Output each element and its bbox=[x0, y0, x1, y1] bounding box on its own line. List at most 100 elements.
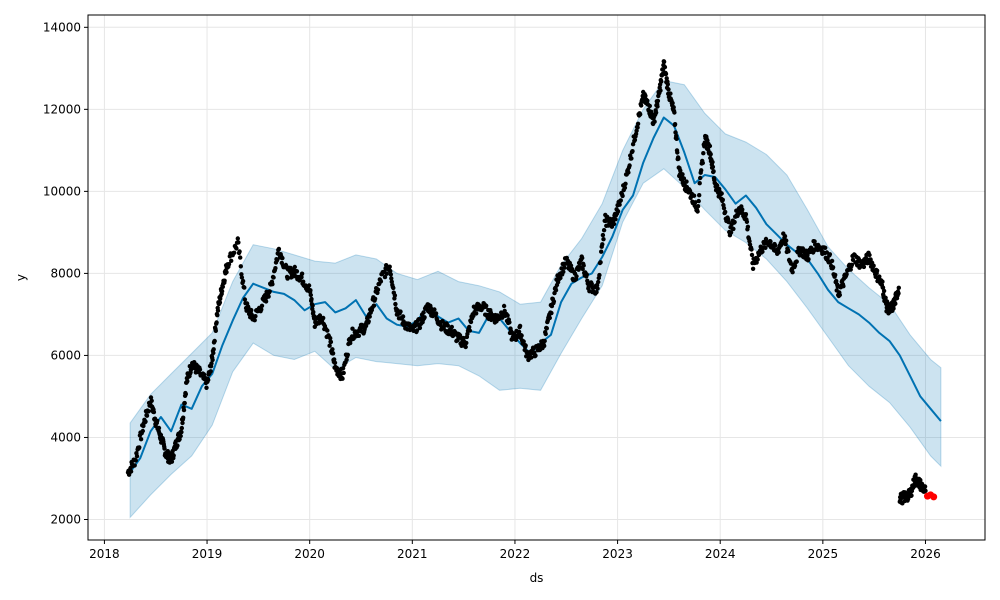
observed-point bbox=[697, 193, 702, 198]
observed-point bbox=[242, 297, 248, 302]
observed-point bbox=[156, 425, 162, 431]
observed-point bbox=[306, 283, 312, 288]
observed-point bbox=[344, 357, 349, 362]
observed-point bbox=[389, 276, 394, 281]
observed-point bbox=[372, 296, 378, 301]
observed-point bbox=[151, 409, 157, 415]
observed-point bbox=[708, 152, 713, 157]
observed-point bbox=[215, 313, 220, 318]
observed-point bbox=[181, 407, 187, 413]
observed-point bbox=[666, 87, 671, 92]
observed-point bbox=[384, 263, 389, 268]
observed-point bbox=[829, 258, 835, 264]
observed-point bbox=[645, 98, 650, 103]
observed-point bbox=[533, 353, 538, 358]
observed-point bbox=[132, 463, 137, 468]
observed-point bbox=[681, 176, 687, 181]
observed-point bbox=[763, 245, 768, 250]
observed-point bbox=[270, 282, 275, 287]
y-tick-label: 4000 bbox=[50, 430, 81, 444]
observed-point bbox=[128, 469, 134, 474]
observed-point bbox=[330, 347, 335, 352]
observed-point bbox=[468, 319, 474, 325]
observed-point bbox=[371, 303, 377, 308]
observed-point bbox=[162, 446, 167, 451]
observed-point bbox=[149, 398, 154, 403]
observed-point bbox=[327, 343, 332, 348]
observed-point bbox=[792, 263, 798, 268]
highlight-point bbox=[930, 493, 938, 501]
observed-point bbox=[617, 202, 622, 207]
observed-point bbox=[707, 143, 713, 149]
observed-point bbox=[823, 245, 828, 250]
observed-point bbox=[684, 179, 689, 184]
observed-point bbox=[259, 307, 264, 312]
observed-point bbox=[618, 198, 623, 203]
observed-point bbox=[655, 98, 661, 104]
observed-point bbox=[414, 328, 420, 333]
observed-point bbox=[749, 247, 754, 252]
observed-point bbox=[772, 243, 778, 248]
observed-point bbox=[623, 181, 628, 186]
observed-point bbox=[844, 272, 849, 277]
observed-point bbox=[294, 269, 300, 274]
observed-point bbox=[204, 385, 209, 390]
observed-point bbox=[568, 263, 574, 268]
observed-point bbox=[594, 290, 599, 295]
observed-point bbox=[212, 338, 217, 344]
observed-point bbox=[661, 59, 667, 64]
observed-point bbox=[615, 209, 621, 214]
observed-point bbox=[743, 212, 749, 217]
observed-point bbox=[146, 409, 151, 414]
observed-point bbox=[148, 395, 154, 400]
observed-point bbox=[285, 276, 290, 281]
observed-point bbox=[400, 314, 406, 319]
observed-point bbox=[627, 163, 632, 168]
observed-point bbox=[387, 264, 392, 269]
x-tick-label: 2024 bbox=[705, 547, 736, 561]
observed-point bbox=[179, 429, 184, 435]
observed-point bbox=[224, 270, 229, 275]
observed-point bbox=[695, 209, 700, 214]
observed-point bbox=[874, 268, 880, 273]
observed-point bbox=[263, 299, 269, 304]
observed-point bbox=[596, 279, 601, 285]
observed-point bbox=[180, 420, 185, 426]
observed-point bbox=[214, 320, 219, 325]
observed-point bbox=[830, 265, 836, 270]
observed-point bbox=[749, 252, 755, 258]
observed-point bbox=[529, 355, 534, 360]
observed-point bbox=[613, 217, 618, 222]
observed-point bbox=[871, 263, 876, 268]
observed-point bbox=[505, 313, 510, 318]
observed-point bbox=[367, 314, 372, 319]
observed-point bbox=[178, 433, 183, 439]
y-tick-label: 6000 bbox=[50, 348, 81, 362]
observed-point bbox=[680, 172, 685, 177]
observed-point bbox=[445, 323, 450, 328]
observed-point bbox=[728, 230, 734, 235]
observed-point bbox=[834, 278, 839, 284]
observed-point bbox=[635, 125, 640, 130]
observed-point bbox=[732, 219, 737, 225]
observed-point bbox=[896, 285, 901, 290]
observed-point bbox=[235, 236, 240, 241]
observed-point bbox=[782, 234, 788, 239]
observed-point bbox=[647, 103, 652, 109]
observed-point bbox=[181, 415, 186, 420]
observed-point bbox=[464, 340, 469, 346]
observed-point bbox=[711, 169, 716, 174]
observed-point bbox=[891, 306, 896, 311]
observed-point bbox=[630, 142, 636, 147]
observed-point bbox=[760, 249, 765, 254]
observed-point bbox=[543, 331, 548, 337]
observed-point bbox=[768, 239, 773, 244]
observed-point bbox=[598, 260, 603, 265]
observed-point bbox=[236, 240, 241, 245]
observed-point bbox=[382, 274, 388, 280]
observed-point bbox=[407, 321, 412, 327]
observed-point bbox=[417, 325, 423, 331]
observed-point bbox=[523, 343, 528, 348]
observed-point bbox=[710, 164, 716, 170]
